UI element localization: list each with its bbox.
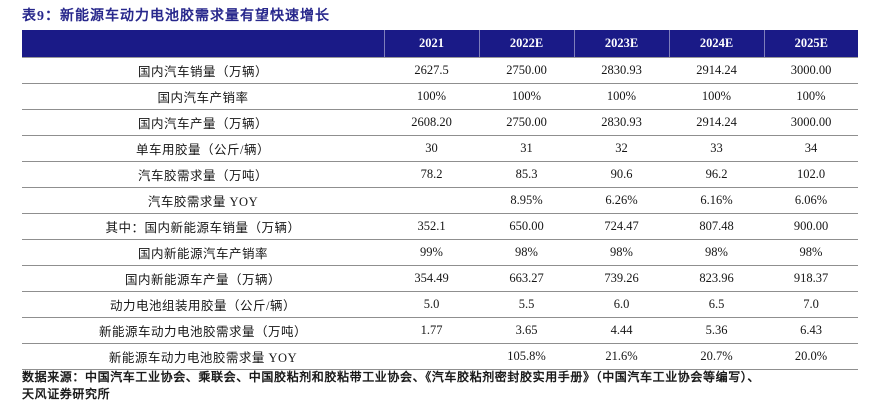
row-label: 汽车胶需求量（万吨） [22, 161, 384, 188]
col-header-2024e: 2024E [668, 30, 764, 58]
cell-value: 918.37 [764, 265, 858, 292]
cell-value: 6.5 [669, 291, 764, 318]
cell-value: 724.47 [574, 213, 669, 240]
cell-value: 2830.93 [574, 57, 669, 84]
table-header-row: 2021 2022E 2023E 2024E 2025E [22, 30, 858, 58]
cell-value: 85.3 [479, 161, 574, 188]
table-row: 国内新能源车产量（万辆） 354.49 663.27 739.26 823.96… [22, 265, 858, 292]
row-label: 国内汽车产量（万辆） [22, 109, 384, 136]
cell-value: 6.0 [574, 291, 669, 318]
data-source-line2: 天风证券研究所 [22, 387, 111, 401]
data-source-note: 数据来源：中国汽车工业协会、乘联会、中国胶粘剂和胶粘带工业协会、《汽车胶粘剂密封… [22, 369, 866, 403]
cell-value: 6.06% [764, 187, 858, 214]
cell-value: 31 [479, 135, 574, 162]
cell-value: 6.26% [574, 187, 669, 214]
col-header-2025e: 2025E [763, 30, 858, 58]
col-header-2023e: 2023E [573, 30, 669, 58]
col-header-blank [22, 30, 384, 58]
cell-value: 100% [764, 83, 858, 110]
cell-value: 663.27 [479, 265, 574, 292]
cell-value: 2627.5 [384, 57, 479, 84]
col-header-2021: 2021 [383, 30, 479, 58]
cell-value: 98% [669, 239, 764, 266]
cell-value: 354.49 [384, 265, 479, 292]
cell-value: 1.77 [384, 317, 479, 344]
col-header-2022e: 2022E [478, 30, 574, 58]
cell-value: 4.44 [574, 317, 669, 344]
cell-value: 90.6 [574, 161, 669, 188]
row-label: 国内汽车产销率 [22, 83, 384, 110]
table-row: 动力电池组装用胶量（公斤/辆） 5.0 5.5 6.0 6.5 7.0 [22, 291, 858, 318]
cell-value: 34 [764, 135, 858, 162]
row-label: 新能源车动力电池胶需求量（万吨） [22, 317, 384, 344]
cell-value: 98% [574, 239, 669, 266]
cell-value: 2608.20 [384, 109, 479, 136]
cell-value: 105.8% [479, 343, 574, 370]
cell-value: 6.43 [764, 317, 858, 344]
cell-value: 102.0 [764, 161, 858, 188]
cell-value: 78.2 [384, 161, 479, 188]
cell-value: 7.0 [764, 291, 858, 318]
cell-value: 2830.93 [574, 109, 669, 136]
row-label: 汽车胶需求量 YOY [22, 187, 384, 214]
data-source-line1: 数据来源：中国汽车工业协会、乘联会、中国胶粘剂和胶粘带工业协会、《汽车胶粘剂密封… [22, 370, 761, 384]
row-label: 其中：国内新能源车销量（万辆） [22, 213, 384, 240]
cell-value: 2914.24 [669, 109, 764, 136]
cell-value: 3000.00 [764, 109, 858, 136]
row-label: 新能源车动力电池胶需求量 YOY [22, 343, 384, 370]
cell-value [384, 187, 479, 214]
table-row: 国内新能源汽车产销率 99% 98% 98% 98% 98% [22, 239, 858, 266]
cell-value [384, 343, 479, 370]
cell-value: 32 [574, 135, 669, 162]
cell-value: 21.6% [574, 343, 669, 370]
cell-value: 100% [479, 83, 574, 110]
table-row: 汽车胶需求量 YOY 8.95% 6.26% 6.16% 6.06% [22, 187, 858, 214]
row-label: 国内新能源车产量（万辆） [22, 265, 384, 292]
cell-value: 100% [669, 83, 764, 110]
cell-value: 8.95% [479, 187, 574, 214]
table-row: 其中：国内新能源车销量（万辆） 352.1 650.00 724.47 807.… [22, 213, 858, 240]
row-label: 动力电池组装用胶量（公斤/辆） [22, 291, 384, 318]
cell-value: 2750.00 [479, 57, 574, 84]
cell-value: 100% [384, 83, 479, 110]
demand-forecast-table: 2021 2022E 2023E 2024E 2025E 国内汽车销量（万辆） … [22, 30, 858, 370]
table-row: 国内汽车产销率 100% 100% 100% 100% 100% [22, 83, 858, 110]
cell-value: 900.00 [764, 213, 858, 240]
cell-value: 99% [384, 239, 479, 266]
cell-value: 650.00 [479, 213, 574, 240]
cell-value: 352.1 [384, 213, 479, 240]
cell-value: 5.5 [479, 291, 574, 318]
table-row: 国内汽车产量（万辆） 2608.20 2750.00 2830.93 2914.… [22, 109, 858, 136]
cell-value: 3.65 [479, 317, 574, 344]
table-row: 新能源车动力电池胶需求量（万吨） 1.77 3.65 4.44 5.36 6.4… [22, 317, 858, 344]
cell-value: 739.26 [574, 265, 669, 292]
table-row: 新能源车动力电池胶需求量 YOY 105.8% 21.6% 20.7% 20.0… [22, 343, 858, 370]
table-row: 国内汽车销量（万辆） 2627.5 2750.00 2830.93 2914.2… [22, 57, 858, 84]
cell-value: 807.48 [669, 213, 764, 240]
row-label: 单车用胶量（公斤/辆） [22, 135, 384, 162]
cell-value: 98% [479, 239, 574, 266]
cell-value: 98% [764, 239, 858, 266]
cell-value: 2750.00 [479, 109, 574, 136]
table-row: 汽车胶需求量（万吨） 78.2 85.3 90.6 96.2 102.0 [22, 161, 858, 188]
cell-value: 96.2 [669, 161, 764, 188]
table-row: 单车用胶量（公斤/辆） 30 31 32 33 34 [22, 135, 858, 162]
cell-value: 5.0 [384, 291, 479, 318]
cell-value: 30 [384, 135, 479, 162]
page-title: 表9：新能源车动力电池胶需求量有望快速增长 [22, 9, 330, 24]
cell-value: 20.7% [669, 343, 764, 370]
row-label: 国内新能源汽车产销率 [22, 239, 384, 266]
cell-value: 6.16% [669, 187, 764, 214]
cell-value: 823.96 [669, 265, 764, 292]
cell-value: 5.36 [669, 317, 764, 344]
row-label: 国内汽车销量（万辆） [22, 57, 384, 84]
cell-value: 20.0% [764, 343, 858, 370]
cell-value: 33 [669, 135, 764, 162]
cell-value: 2914.24 [669, 57, 764, 84]
cell-value: 3000.00 [764, 57, 858, 84]
cell-value: 100% [574, 83, 669, 110]
